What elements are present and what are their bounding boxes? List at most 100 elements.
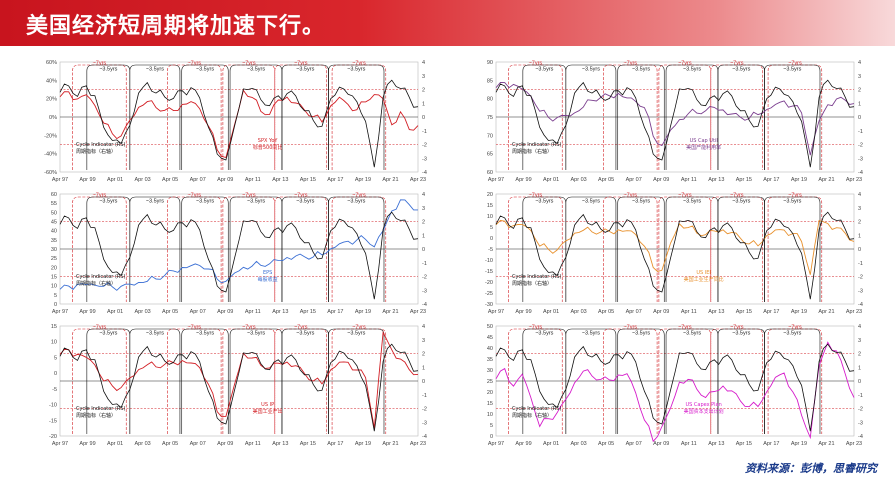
period-bracket (603, 328, 658, 434)
y-right-tick-label: -3 (858, 288, 863, 294)
y-left-tick-label: 0% (49, 115, 57, 121)
y-left-tick-label: 5 (490, 423, 493, 429)
period-bracket (565, 196, 617, 302)
x-tick-label: Apr 15 (736, 177, 752, 183)
y-left-tick-label: -10 (49, 403, 57, 409)
y-right-tick-label: -1 (858, 261, 863, 267)
x-tick-label: Apr 05 (162, 441, 178, 447)
y-left-tick-label: 45 (487, 335, 493, 341)
period-label: ~3.5yrs (347, 67, 365, 73)
series-name-label-cn: 每股收益 (258, 276, 278, 283)
period-label: ~7yrs (529, 325, 543, 331)
x-tick-label: Apr 21 (382, 309, 398, 315)
period-bracket (508, 328, 563, 434)
y-right-tick-label: 2 (422, 88, 425, 94)
x-tick-label: Apr 09 (217, 177, 233, 183)
x-tick-label: Apr 23 (410, 177, 426, 183)
period-label: ~3.5yrs (732, 67, 750, 73)
period-label: ~3.5yrs (196, 331, 214, 337)
x-tick-label: Apr 19 (355, 309, 371, 315)
y-right-tick-label: 1 (858, 365, 861, 371)
period-bracket (181, 64, 229, 170)
period-label: ~3.5yrs (632, 67, 650, 73)
period-bracket (710, 64, 764, 170)
period-bracket (710, 328, 764, 434)
period-bracket (129, 64, 181, 170)
x-tick-label: Apr 17 (327, 441, 343, 447)
period-label: ~7yrs (242, 193, 256, 199)
cycle-indicator-label: Cycle Indicator (RS) (512, 142, 562, 148)
period-label: ~3.5yrs (196, 67, 214, 73)
period-bracket (767, 196, 823, 302)
y-right-tick-label: -4 (858, 434, 863, 440)
period-bracket (229, 196, 283, 302)
cycle-indicator-label-cn: 周期指标（右轴） (512, 412, 552, 419)
cycle-indicator-label-cn: 周期指标（右轴） (512, 148, 552, 155)
y-left-tick-label: 0 (490, 434, 493, 440)
period-label: ~3.5yrs (535, 67, 553, 73)
y-right-tick-label: 1 (422, 101, 425, 107)
x-tick-label: Apr 13 (272, 309, 288, 315)
cycle-indicator-label: Cycle Indicator (RS) (76, 406, 126, 412)
chart-svg: ~7yrs~3.5yrs ~3.5yrs~7yrs~3.5yrs~7yrs~3.5… (485, 192, 863, 315)
x-tick-label: Apr 05 (598, 177, 614, 183)
y-right-tick-label: 1 (422, 365, 425, 371)
chart-svg: ~7yrs~3.5yrs ~3.5yrs~7yrs~3.5yrs~7yrs~3.5… (487, 60, 863, 183)
x-tick-label: Apr 07 (626, 441, 642, 447)
y-left-tick-label: -40% (44, 152, 57, 158)
y-left-tick-label: 20 (487, 192, 493, 198)
period-bracket (603, 64, 658, 170)
period-label: ~3.5yrs (683, 331, 701, 337)
period-label: ~7yrs (352, 325, 366, 331)
y-right-tick-label: 0 (858, 379, 861, 385)
y-left-tick-label: 50 (51, 210, 57, 216)
y-left-tick-label: 60 (51, 192, 57, 198)
period-label: ~3.5yrs (582, 67, 600, 73)
y-right-tick-label: 0 (422, 115, 425, 121)
period-label: ~7yrs (788, 61, 802, 67)
period-label: ~7yrs (623, 193, 637, 199)
y-left-tick-label: -20 (485, 280, 493, 286)
period-bracket (274, 196, 328, 302)
x-tick-label: Apr 23 (846, 309, 862, 315)
period-label: ~3.5yrs (632, 199, 650, 205)
x-tick-label: Apr 15 (300, 177, 316, 183)
y-left-tick-label: 10 (487, 214, 493, 220)
period-bracket (281, 196, 329, 302)
period-label: ~3.5yrs (683, 199, 701, 205)
series-name-label: US IEI (696, 270, 711, 276)
period-bracket (665, 328, 719, 434)
cycle-indicator-line (59, 343, 419, 432)
y-left-tick-label: 55 (51, 201, 57, 207)
x-tick-label: Apr 99 (515, 441, 531, 447)
period-bracket (603, 196, 658, 302)
period-label: ~7yrs (242, 325, 256, 331)
y-right-tick-label: 0 (858, 115, 861, 121)
x-tick-label: Apr 03 (571, 441, 587, 447)
y-left-tick-label: -20% (44, 133, 57, 139)
y-right-tick-label: 3 (422, 206, 425, 212)
y-right-tick-label: -4 (858, 170, 863, 176)
period-bracket (328, 328, 385, 434)
y-right-tick-label: 2 (422, 352, 425, 358)
period-bracket (522, 328, 567, 434)
period-bracket (86, 328, 131, 434)
y-left-tick-label: 15 (487, 203, 493, 209)
cycle-indicator-label: Cycle Indicator (RS) (76, 274, 126, 280)
x-tick-label: Apr 09 (653, 309, 669, 315)
x-tick-label: Apr 99 (79, 441, 95, 447)
period-label: ~3.5yrs (146, 67, 164, 73)
x-tick-label: Apr 05 (598, 309, 614, 315)
series-line (495, 219, 855, 275)
period-label: ~7yrs (529, 61, 543, 67)
chart-svg: ~7yrs~3.5yrs ~3.5yrs~7yrs~3.5yrs~7yrs~3.5… (51, 192, 427, 315)
y-right-tick-label: -2 (858, 143, 863, 149)
period-label: ~3.5yrs (247, 331, 265, 337)
x-tick-label: Apr 15 (300, 309, 316, 315)
y-left-tick-label: 45 (51, 220, 57, 226)
period-bracket (658, 196, 712, 302)
period-bracket (129, 196, 181, 302)
period-label: ~7yrs (730, 325, 744, 331)
y-right-tick-label: 4 (422, 324, 425, 330)
y-left-tick-label: 15 (487, 401, 493, 407)
